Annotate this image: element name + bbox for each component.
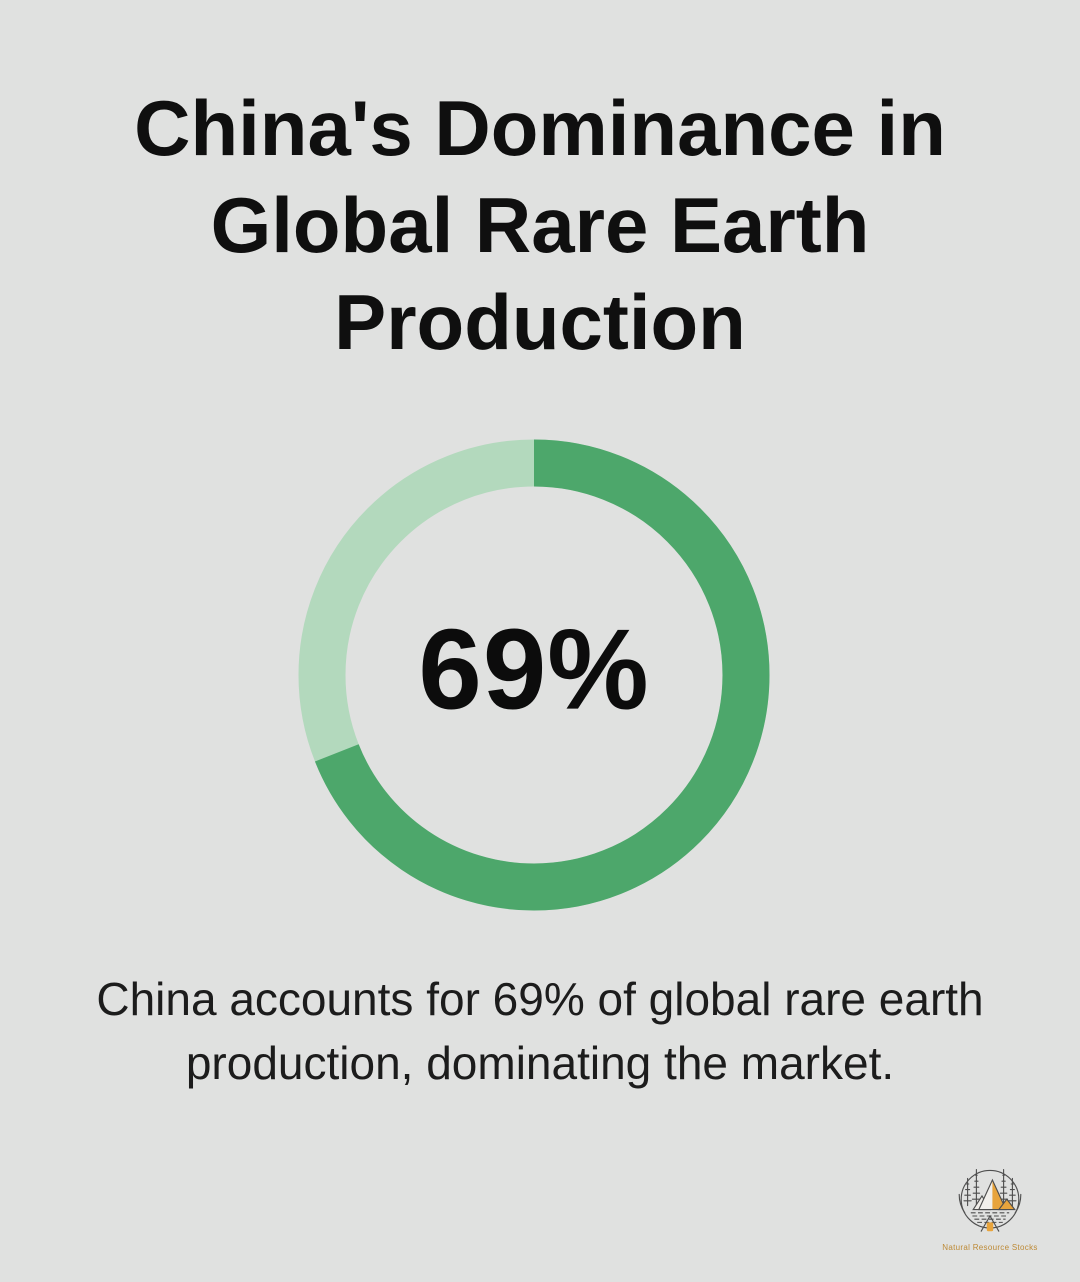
title-line-3: Production — [334, 278, 746, 366]
water-lines-icon — [970, 1212, 1010, 1223]
pine-trees-icon — [963, 1169, 1017, 1207]
donut-ring — [298, 439, 770, 911]
brand-logo: Natural Resource Stocks — [926, 1159, 1054, 1252]
tent-icon — [980, 1214, 1000, 1232]
donut-chart: 69% — [294, 435, 774, 915]
donut-center-label: 69% — [418, 606, 650, 734]
subtitle-line-2: production, dominating the market. — [185, 1037, 895, 1089]
mountains-icon — [972, 1178, 1016, 1211]
subtitle: China accounts for 69% of global rare ea… — [96, 967, 983, 1095]
title-line-2: Global Rare Earth — [210, 181, 870, 269]
brand-caption: Natural Resource Stocks — [942, 1243, 1038, 1252]
page-title: China's Dominance in Global Rare Earth P… — [134, 0, 946, 371]
brand-emblem-icon — [958, 1169, 1022, 1232]
title-line-1: China's Dominance in — [134, 84, 946, 172]
subtitle-line-1: China accounts for 69% of global rare ea… — [96, 973, 984, 1025]
donut-arc — [298, 439, 770, 911]
